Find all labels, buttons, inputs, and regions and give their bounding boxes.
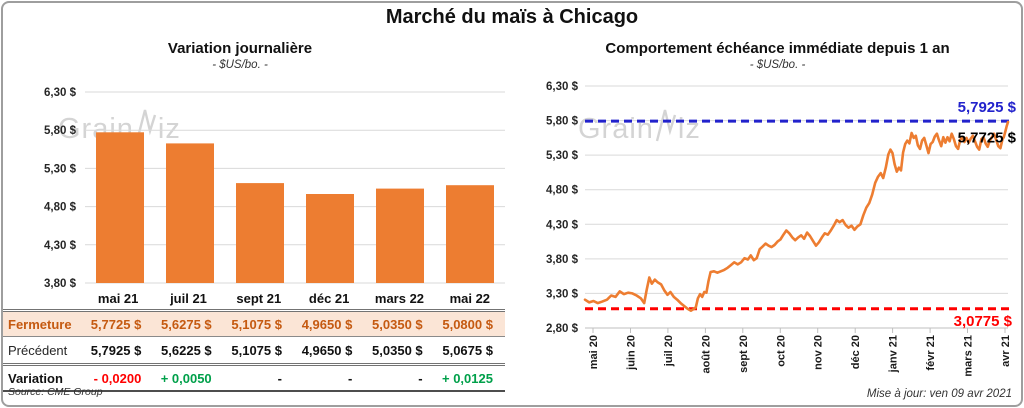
table-cell: 5,7725 $ [90,316,142,332]
x-tick-label: janv 21 [888,335,900,373]
table-cell: 5,6275 $ [161,316,212,332]
watermark-text-left: Grain [578,113,654,145]
update-timestamp: Mise à jour: ven 09 avr 2021 [866,388,1012,400]
table-cell: 5,0350 $ [372,316,423,332]
annotation-label: 5,7725 $ [958,130,1017,147]
table-cell: 5,1075 $ [231,342,282,358]
y-tick-label: 5,80 $ [546,116,579,128]
bar [96,132,144,283]
table-cell: 5,1075 $ [231,316,282,332]
table-cell: + 0,0125 [442,370,493,386]
grainwiz-watermark: Grain iz [58,107,181,144]
y-tick-label: 2,80 $ [546,323,579,335]
table-row-precedent: Précédent 5,7925 $ 5,6225 $ 5,1075 $ 4,9650… [3,337,505,366]
bar-chart-subtitle: - $US/bo. - [212,59,268,71]
y-tick-label: 6,30 $ [44,87,77,99]
table-cell: - 0,0200 [93,370,142,386]
x-tick-label: déc 20 [850,335,862,369]
bar [166,143,214,283]
y-tick-label: 3,80 $ [546,254,579,266]
table-cell: - [277,370,282,386]
x-tick-label: févr 21 [925,335,937,370]
y-tick-label: 3,30 $ [546,288,579,300]
x-tick-label: oct 20 [775,335,787,367]
bar [236,183,284,283]
y-tick-label: 5,30 $ [44,163,77,175]
x-tick-label: nov 20 [813,335,825,370]
month-header: mai 22 [449,291,491,306]
row-label: Précédent [8,342,68,358]
table-cell: 5,0350 $ [372,342,423,358]
line-chart-title: Comportement échéance immédiate depuis 1… [605,40,950,57]
table-cell: 5,6225 $ [161,342,212,358]
x-tick-label: juin 20 [626,335,638,371]
y-tick-label: 4,30 $ [546,219,579,231]
bar [376,188,424,283]
y-tick-label: 5,30 $ [546,150,579,162]
line-chart-subtitle: - $US/bo. - [749,59,806,71]
table-cell: 5,7925 $ [90,342,142,358]
x-tick-label: avr 21 [1000,335,1012,367]
table-cell: 5,0800 $ [442,316,493,332]
x-tick-label: juil 20 [663,335,675,367]
annotation-label: 3,0775 $ [954,313,1013,330]
month-header: sept 21 [236,291,282,306]
table-cell: - [418,370,423,386]
month-header: juil 21 [170,291,207,306]
price-line [583,120,1010,313]
row-label: Variation [8,370,63,386]
bar-chart-title: Variation journalière [167,40,313,57]
table-cell: 4,9650 $ [301,316,353,332]
y-tick-label: 4,80 $ [546,185,579,197]
source-note: Source: CME Group [8,386,103,398]
bar [446,185,494,283]
watermark-text-right: iz [157,113,181,145]
x-tick-label: sept 20 [738,335,750,373]
table-header-row: mai 21 juil 21 sept 21 déc 21 mars 22 mai 22 [3,288,505,312]
table-cell: - [347,370,353,386]
x-tick-label: mars 21 [963,335,975,377]
y-tick-label: 5,80 $ [44,125,77,137]
bar [306,194,354,283]
y-tick-label: 4,80 $ [44,202,77,214]
table-cell: + 0,0050 [160,370,212,386]
y-tick-label: 4,30 $ [44,240,77,252]
y-tick-label: 6,30 $ [546,81,579,93]
table-row-fermeture: Fermeture 5,7725 $ 5,6275 $ 5,1075 $ 4,9650… [3,312,505,337]
month-header: mars 22 [374,291,425,306]
month-header: déc 21 [308,291,350,306]
futures-table: mai 21 juil 21 sept 21 déc 21 mars 22 mai 22 … [3,288,505,392]
y-tick-label: 3,80 $ [44,278,77,290]
spark-icon [135,109,157,142]
table-corner-cell [3,288,83,309]
x-tick-label: août 20 [700,335,712,374]
table-cell: 4,9650 $ [301,342,353,358]
month-header: mai 21 [97,291,139,306]
annotation-label: 5,7925 $ [958,99,1017,116]
x-tick-label: mai 20 [588,335,600,369]
row-label: Fermeture [8,316,72,332]
page-title: Marché du maïs à Chicago [385,6,639,28]
table-row-variation: Variation - 0,0200 + 0,0050 - - - + 0,0125 [3,366,505,392]
table-cell: 5,0675 $ [442,342,493,358]
